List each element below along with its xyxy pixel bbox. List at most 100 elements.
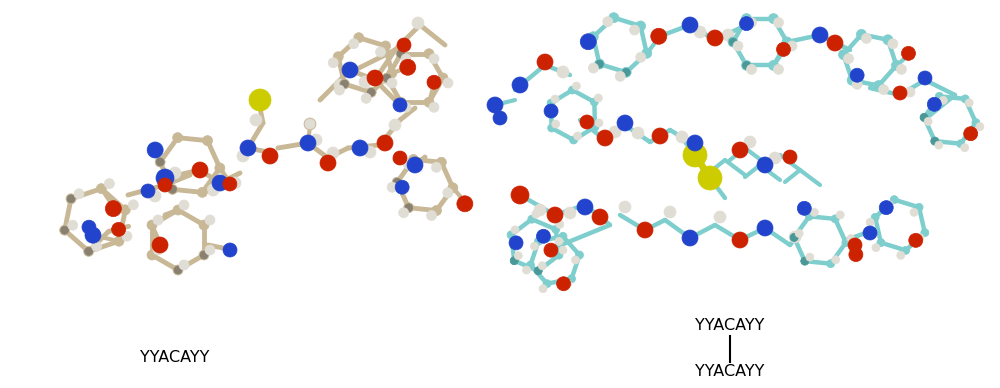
Circle shape <box>328 58 338 68</box>
Circle shape <box>436 157 446 167</box>
Circle shape <box>169 167 181 179</box>
Circle shape <box>399 208 409 218</box>
Circle shape <box>393 151 407 165</box>
Circle shape <box>156 158 164 166</box>
Circle shape <box>920 113 928 121</box>
Circle shape <box>852 79 862 89</box>
Circle shape <box>915 203 923 211</box>
Circle shape <box>556 220 564 228</box>
Circle shape <box>310 134 322 146</box>
Circle shape <box>597 130 613 146</box>
Circle shape <box>173 133 183 143</box>
Circle shape <box>801 257 809 265</box>
Circle shape <box>557 66 569 78</box>
Circle shape <box>557 277 571 291</box>
Circle shape <box>609 126 621 138</box>
Circle shape <box>848 238 862 252</box>
Circle shape <box>918 71 932 85</box>
Circle shape <box>457 196 473 212</box>
Circle shape <box>179 260 189 270</box>
Circle shape <box>757 220 773 236</box>
Circle shape <box>687 135 703 151</box>
Text: YYACAYY: YYACAYY <box>695 317 765 333</box>
Circle shape <box>405 204 413 212</box>
Circle shape <box>935 92 943 100</box>
Circle shape <box>694 26 706 38</box>
Circle shape <box>105 201 121 217</box>
Circle shape <box>839 50 849 60</box>
Circle shape <box>931 137 939 145</box>
Circle shape <box>393 178 401 186</box>
Circle shape <box>603 17 613 27</box>
Circle shape <box>555 237 563 245</box>
Circle shape <box>223 177 237 191</box>
Circle shape <box>595 119 603 127</box>
Circle shape <box>448 183 458 193</box>
Circle shape <box>85 227 101 243</box>
Circle shape <box>559 246 567 254</box>
Circle shape <box>305 119 315 129</box>
Circle shape <box>443 78 453 88</box>
Circle shape <box>888 39 898 49</box>
Circle shape <box>536 229 550 243</box>
Circle shape <box>387 182 397 192</box>
Circle shape <box>768 61 778 70</box>
Circle shape <box>836 211 844 219</box>
Circle shape <box>104 178 114 189</box>
Circle shape <box>376 47 386 57</box>
Circle shape <box>856 29 866 40</box>
Circle shape <box>152 237 168 253</box>
Circle shape <box>588 63 598 73</box>
Circle shape <box>367 70 383 86</box>
Circle shape <box>615 71 625 81</box>
Circle shape <box>850 68 864 82</box>
Circle shape <box>334 79 346 91</box>
Circle shape <box>534 267 542 275</box>
Circle shape <box>594 59 604 69</box>
Circle shape <box>432 206 442 215</box>
Circle shape <box>205 215 215 225</box>
Circle shape <box>96 184 106 194</box>
Circle shape <box>339 79 349 89</box>
Circle shape <box>893 86 907 100</box>
Circle shape <box>568 275 576 283</box>
Circle shape <box>412 17 424 29</box>
Circle shape <box>789 231 801 243</box>
Circle shape <box>147 250 157 260</box>
Circle shape <box>192 162 208 178</box>
Circle shape <box>652 128 668 144</box>
Circle shape <box>82 220 96 234</box>
Circle shape <box>514 252 522 260</box>
Circle shape <box>832 256 840 264</box>
Circle shape <box>790 234 798 241</box>
Circle shape <box>397 50 405 58</box>
Circle shape <box>400 59 416 75</box>
Circle shape <box>443 188 453 198</box>
Circle shape <box>805 212 813 220</box>
Circle shape <box>61 226 69 234</box>
Circle shape <box>957 140 965 148</box>
Circle shape <box>393 98 407 112</box>
Circle shape <box>387 78 397 88</box>
Circle shape <box>427 75 441 89</box>
Circle shape <box>552 120 560 128</box>
Circle shape <box>896 64 906 74</box>
Circle shape <box>197 187 207 197</box>
Circle shape <box>622 68 630 76</box>
Circle shape <box>910 208 918 217</box>
Circle shape <box>682 230 698 246</box>
Circle shape <box>199 250 209 260</box>
Circle shape <box>530 242 538 250</box>
Circle shape <box>890 196 898 204</box>
Circle shape <box>534 204 546 216</box>
Circle shape <box>847 75 857 85</box>
Circle shape <box>885 201 893 209</box>
Circle shape <box>795 229 803 237</box>
Circle shape <box>776 42 790 56</box>
Circle shape <box>698 166 722 190</box>
Circle shape <box>431 162 441 172</box>
Circle shape <box>92 241 102 251</box>
Circle shape <box>568 86 576 94</box>
Circle shape <box>229 177 241 189</box>
Circle shape <box>334 85 344 95</box>
